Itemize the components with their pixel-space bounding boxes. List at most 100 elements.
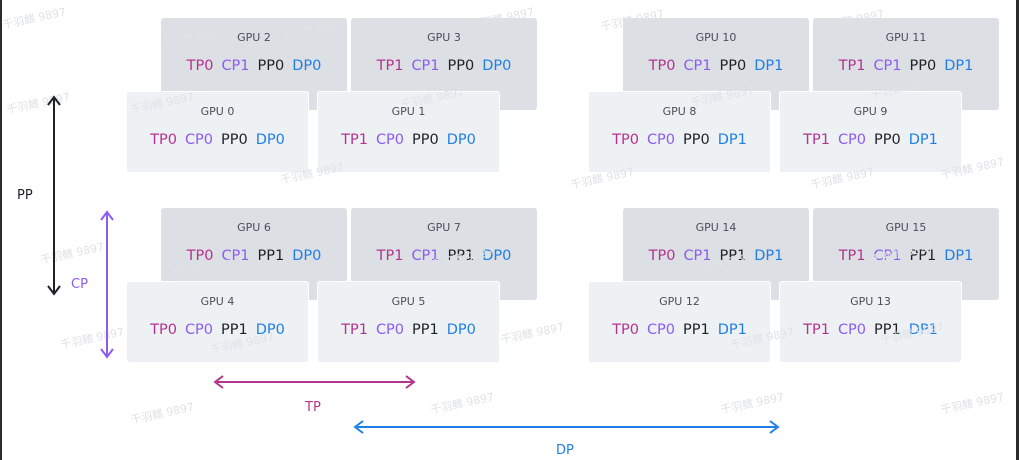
gpu-title: GPU 1 xyxy=(391,105,426,118)
gpu-title: GPU 15 xyxy=(885,221,927,234)
gpu-title: GPU 12 xyxy=(659,295,700,308)
gpu-rank-labels: TP1 CP1 PP0 DP0 xyxy=(351,58,537,74)
dp-rank-label: DP0 xyxy=(446,132,476,148)
pp-rank-label: PP0 xyxy=(257,58,285,74)
gpu-rank-labels: TP0 CP1 PP0 DP1 xyxy=(623,58,809,74)
gpu-rank-labels: TP1 CP0 PP1 DP1 xyxy=(780,322,961,338)
tp-rank-label: TP0 xyxy=(150,132,177,148)
tp-rank-label: TP1 xyxy=(838,58,866,74)
tp-rank-label: TP1 xyxy=(838,248,866,264)
dp-rank-label: DP1 xyxy=(754,248,784,264)
cp-arrow xyxy=(100,210,114,359)
gpu-card-1: GPU 1 TP1 CP0 PP0 DP0 xyxy=(317,91,500,173)
tp-rank-label: TP0 xyxy=(186,58,214,74)
gpu-card-0: GPU 0 TP0 CP0 PP0 DP0 xyxy=(126,91,309,173)
gpu-rank-labels: TP1 CP0 PP1 DP0 xyxy=(318,322,499,338)
cp-rank-label: CP1 xyxy=(221,58,250,74)
dp-rank-label: DP1 xyxy=(908,322,938,338)
dp-rank-label: DP1 xyxy=(717,322,747,338)
tp-rank-label: TP0 xyxy=(150,322,177,338)
cp-rank-label: CP0 xyxy=(646,322,676,338)
cp-rank-label: CP1 xyxy=(873,58,902,74)
dp-rank-label: DP0 xyxy=(292,58,322,74)
pp-rank-label: PP0 xyxy=(909,58,937,74)
cp-rank-label: CP0 xyxy=(184,322,214,338)
gpu-rank-labels: TP0 CP0 PP1 DP0 xyxy=(127,322,308,338)
cp-rank-label: CP1 xyxy=(411,58,440,74)
dp-rank-label: DP0 xyxy=(255,322,285,338)
gpu-rank-labels: TP1 CP0 PP0 DP0 xyxy=(318,132,499,148)
gpu-rank-labels: TP0 CP0 PP0 DP1 xyxy=(589,132,770,148)
gpu-card-12: GPU 12 TP0 CP0 PP1 DP1 xyxy=(588,281,771,363)
gpu-rank-labels: TP1 CP1 PP1 DP0 xyxy=(351,248,537,264)
gpu-title: GPU 5 xyxy=(391,295,426,308)
pp-rank-label: PP1 xyxy=(719,248,747,264)
pp-rank-label: PP1 xyxy=(909,248,937,264)
gpu-rank-labels: TP0 CP1 PP1 DP0 xyxy=(161,248,347,264)
tp-rank-label: TP0 xyxy=(612,322,639,338)
pp-rank-label: PP1 xyxy=(683,322,710,338)
right-border xyxy=(1016,0,1019,460)
tp-rank-label: TP0 xyxy=(186,248,214,264)
gpu-rank-labels: TP0 CP1 PP1 DP1 xyxy=(623,248,809,264)
cp-rank-label: CP1 xyxy=(683,248,712,264)
cp-rank-label: CP0 xyxy=(837,132,867,148)
pp-axis-label: PP xyxy=(17,188,33,203)
cp-rank-label: CP0 xyxy=(184,132,214,148)
gpu-rank-labels: TP1 CP1 PP1 DP1 xyxy=(813,248,999,264)
pp-rank-label: PP1 xyxy=(447,248,475,264)
gpu-title: GPU 3 xyxy=(427,31,461,44)
cp-rank-label: CP1 xyxy=(683,58,712,74)
gpu-title: GPU 0 xyxy=(200,105,235,118)
cp-axis-label: CP xyxy=(71,277,88,292)
tp-rank-label: TP1 xyxy=(376,248,404,264)
cp-rank-label: CP0 xyxy=(375,132,405,148)
tp-rank-label: TP1 xyxy=(341,132,368,148)
gpu-title: GPU 13 xyxy=(850,295,891,308)
tp-axis-label: TP xyxy=(305,400,321,415)
gpu-rank-labels: TP0 CP0 PP0 DP0 xyxy=(127,132,308,148)
pp-rank-label: PP0 xyxy=(683,132,710,148)
pp-rank-label: PP0 xyxy=(447,58,475,74)
gpu-title: GPU 6 xyxy=(237,221,271,234)
dp-axis-label: DP xyxy=(556,443,574,458)
pp-rank-label: PP1 xyxy=(257,248,285,264)
dp-rank-label: DP0 xyxy=(482,248,512,264)
tp-rank-label: TP1 xyxy=(803,322,830,338)
dp-rank-label: DP1 xyxy=(717,132,747,148)
gpu-title: GPU 14 xyxy=(695,221,737,234)
left-border xyxy=(0,0,2,460)
gpu-title: GPU 11 xyxy=(885,31,927,44)
pp-rank-label: PP1 xyxy=(221,322,248,338)
gpu-title: GPU 8 xyxy=(662,105,697,118)
dp-rank-label: DP0 xyxy=(482,58,512,74)
cp-rank-label: CP0 xyxy=(646,132,676,148)
pp-rank-label: PP0 xyxy=(412,132,439,148)
dp-rank-label: DP1 xyxy=(944,248,974,264)
tp-arrow xyxy=(213,375,416,389)
tp-rank-label: TP0 xyxy=(612,132,639,148)
pp-rank-label: PP0 xyxy=(874,132,901,148)
gpu-card-13: GPU 13 TP1 CP0 PP1 DP1 xyxy=(779,281,962,363)
gpu-title: GPU 7 xyxy=(427,221,461,234)
gpu-rank-labels: TP1 CP0 PP0 DP1 xyxy=(780,132,961,148)
dp-rank-label: DP0 xyxy=(446,322,476,338)
dp-rank-label: DP0 xyxy=(292,248,322,264)
gpu-rank-labels: TP0 CP1 PP0 DP0 xyxy=(161,58,347,74)
tp-rank-label: TP1 xyxy=(376,58,404,74)
gpu-title: GPU 2 xyxy=(237,31,271,44)
pp-rank-label: PP0 xyxy=(221,132,248,148)
gpu-rank-labels: TP1 CP1 PP0 DP1 xyxy=(813,58,999,74)
pp-rank-label: PP1 xyxy=(412,322,439,338)
cp-rank-label: CP0 xyxy=(375,322,405,338)
pp-rank-label: PP0 xyxy=(719,58,747,74)
cp-rank-label: CP0 xyxy=(837,322,867,338)
dp-arrow xyxy=(353,420,780,434)
gpu-card-8: GPU 8 TP0 CP0 PP0 DP1 xyxy=(588,91,771,173)
gpu-title: GPU 10 xyxy=(695,31,737,44)
dp-rank-label: DP1 xyxy=(944,58,974,74)
cp-rank-label: CP1 xyxy=(411,248,440,264)
tp-rank-label: TP0 xyxy=(648,58,676,74)
